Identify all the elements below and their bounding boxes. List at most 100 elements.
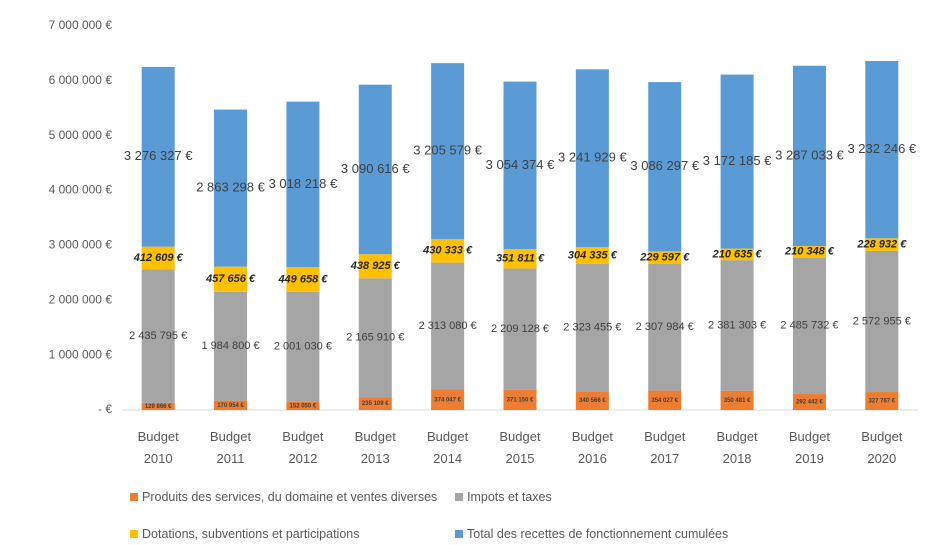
- data-label: 292 442 €: [796, 400, 823, 406]
- data-label: 3 090 616 €: [341, 161, 410, 176]
- data-label: 350 481 €: [724, 398, 751, 404]
- data-label: 2 001 030 €: [274, 341, 332, 353]
- legend-swatch: [130, 493, 138, 501]
- data-label: 2 435 795 €: [129, 330, 187, 342]
- data-label: 449 658 €: [277, 273, 328, 285]
- bar-segment: [575, 247, 609, 264]
- data-label: 152 050 €: [290, 403, 317, 409]
- bar-segment: [286, 267, 320, 292]
- bar-segment: [431, 389, 465, 410]
- x-tick-label: Budget 2018: [716, 429, 758, 466]
- legend-item: Dotations, subventions et participations: [130, 527, 360, 541]
- bar-segment: [431, 63, 465, 239]
- bar-segment: [865, 250, 899, 393]
- data-label: 229 597 €: [639, 252, 690, 264]
- bar-segment: [358, 254, 392, 279]
- data-label: 2 209 128 €: [491, 323, 549, 335]
- legend-item: Impots et taxes: [455, 490, 552, 504]
- bar-segment: [503, 249, 537, 269]
- x-tick-label: Budget 2015: [499, 429, 541, 466]
- bar-segment: [141, 269, 175, 403]
- bar-segment: [286, 101, 320, 268]
- bar-segment: [720, 74, 754, 249]
- y-tick-label: 2 000 000 €: [49, 292, 113, 306]
- x-tick-label: Budget 2012: [282, 429, 324, 466]
- bar-segment: [648, 390, 682, 410]
- data-label: 457 656 €: [205, 273, 256, 285]
- data-label: 3 276 327 €: [124, 148, 193, 163]
- bar-segment: [503, 81, 537, 250]
- bar-segment: [286, 401, 320, 410]
- data-label: 235 109 €: [362, 401, 389, 407]
- bar-segment: [358, 397, 392, 410]
- bar-segment: [141, 246, 175, 270]
- data-label: 210 635 €: [712, 248, 763, 260]
- data-label: 2 323 455 €: [563, 321, 621, 333]
- data-label: 3 205 579 €: [413, 142, 482, 157]
- bar-segment: [141, 66, 175, 247]
- bar-segment: [214, 400, 248, 410]
- data-label: 327 767 €: [868, 399, 895, 405]
- data-label: 129 866 €: [145, 404, 172, 410]
- bar-segment: [865, 238, 899, 251]
- data-label: 3 287 033 €: [775, 147, 844, 162]
- bar-segment: [865, 392, 899, 410]
- y-tick-label: 4 000 000 €: [49, 183, 113, 197]
- legend-swatch: [455, 530, 463, 538]
- bar-segment: [214, 291, 248, 401]
- data-label: 374 047 €: [434, 397, 461, 403]
- bar-segment: [792, 246, 826, 258]
- data-label: 354 027 €: [651, 398, 678, 404]
- bar-segment: [431, 262, 465, 390]
- legend-swatch: [455, 493, 463, 501]
- bar-segment: [358, 84, 392, 255]
- bar-segment: [792, 65, 826, 247]
- data-label: 340 566 €: [579, 398, 606, 404]
- data-label: 1 984 800 €: [201, 340, 259, 352]
- bar-segment: [141, 402, 175, 410]
- bar-segment: [358, 278, 392, 398]
- data-label: 2 572 955 €: [853, 315, 911, 327]
- data-label: 2 485 732 €: [780, 320, 838, 332]
- legend-label: Dotations, subventions et participations: [142, 527, 360, 541]
- x-tick-label: Budget 2011: [209, 429, 252, 466]
- x-tick-label: Budget 2016: [571, 429, 613, 466]
- bar-segment: [792, 393, 826, 410]
- bar-segment: [214, 266, 248, 292]
- y-tick-label: 6 000 000 €: [49, 73, 113, 87]
- y-tick-label: 1 000 000 €: [49, 347, 113, 361]
- bar-segment: [431, 238, 465, 263]
- legend-swatch: [130, 530, 138, 538]
- data-label: 170 954 €: [217, 403, 244, 409]
- y-tick-label: 5 000 000 €: [49, 128, 113, 142]
- bar-segment: [720, 248, 754, 261]
- bar-segment: [286, 291, 320, 402]
- bar-segment: [575, 391, 609, 410]
- data-label: 210 348 €: [784, 246, 835, 258]
- data-label: 3 241 929 €: [558, 150, 627, 165]
- legend-label: Total des recettes de fonctionnement cum…: [467, 527, 729, 541]
- bar-segment: [648, 251, 682, 264]
- data-label: 430 333 €: [422, 245, 473, 257]
- x-tick-label: Budget 2020: [861, 429, 903, 466]
- data-label: 2 165 910 €: [346, 332, 404, 344]
- bar-segment: [503, 389, 537, 410]
- bar-segment: [575, 263, 609, 392]
- data-label: 412 609 €: [133, 252, 184, 264]
- data-label: 2 863 298 €: [196, 180, 265, 195]
- x-tick-label: Budget 2010: [137, 429, 179, 466]
- bar-segment: [648, 82, 682, 252]
- y-tick-label: 7 000 000 €: [49, 18, 113, 32]
- data-label: 2 307 984 €: [636, 321, 694, 333]
- y-tick-label: 3 000 000 €: [49, 238, 113, 252]
- data-label: 228 932 €: [856, 239, 907, 251]
- x-tick-label: Budget 2013: [354, 429, 396, 466]
- data-label: 351 811 €: [496, 253, 545, 265]
- data-label: 3 054 374 €: [486, 157, 555, 172]
- legend-label: Produits des services, du domaine et ven…: [142, 490, 438, 504]
- bar-segment: [792, 257, 826, 394]
- data-label: 371 150 €: [507, 397, 534, 403]
- data-label: 304 335 €: [568, 249, 618, 261]
- data-label: 438 925 €: [350, 260, 401, 272]
